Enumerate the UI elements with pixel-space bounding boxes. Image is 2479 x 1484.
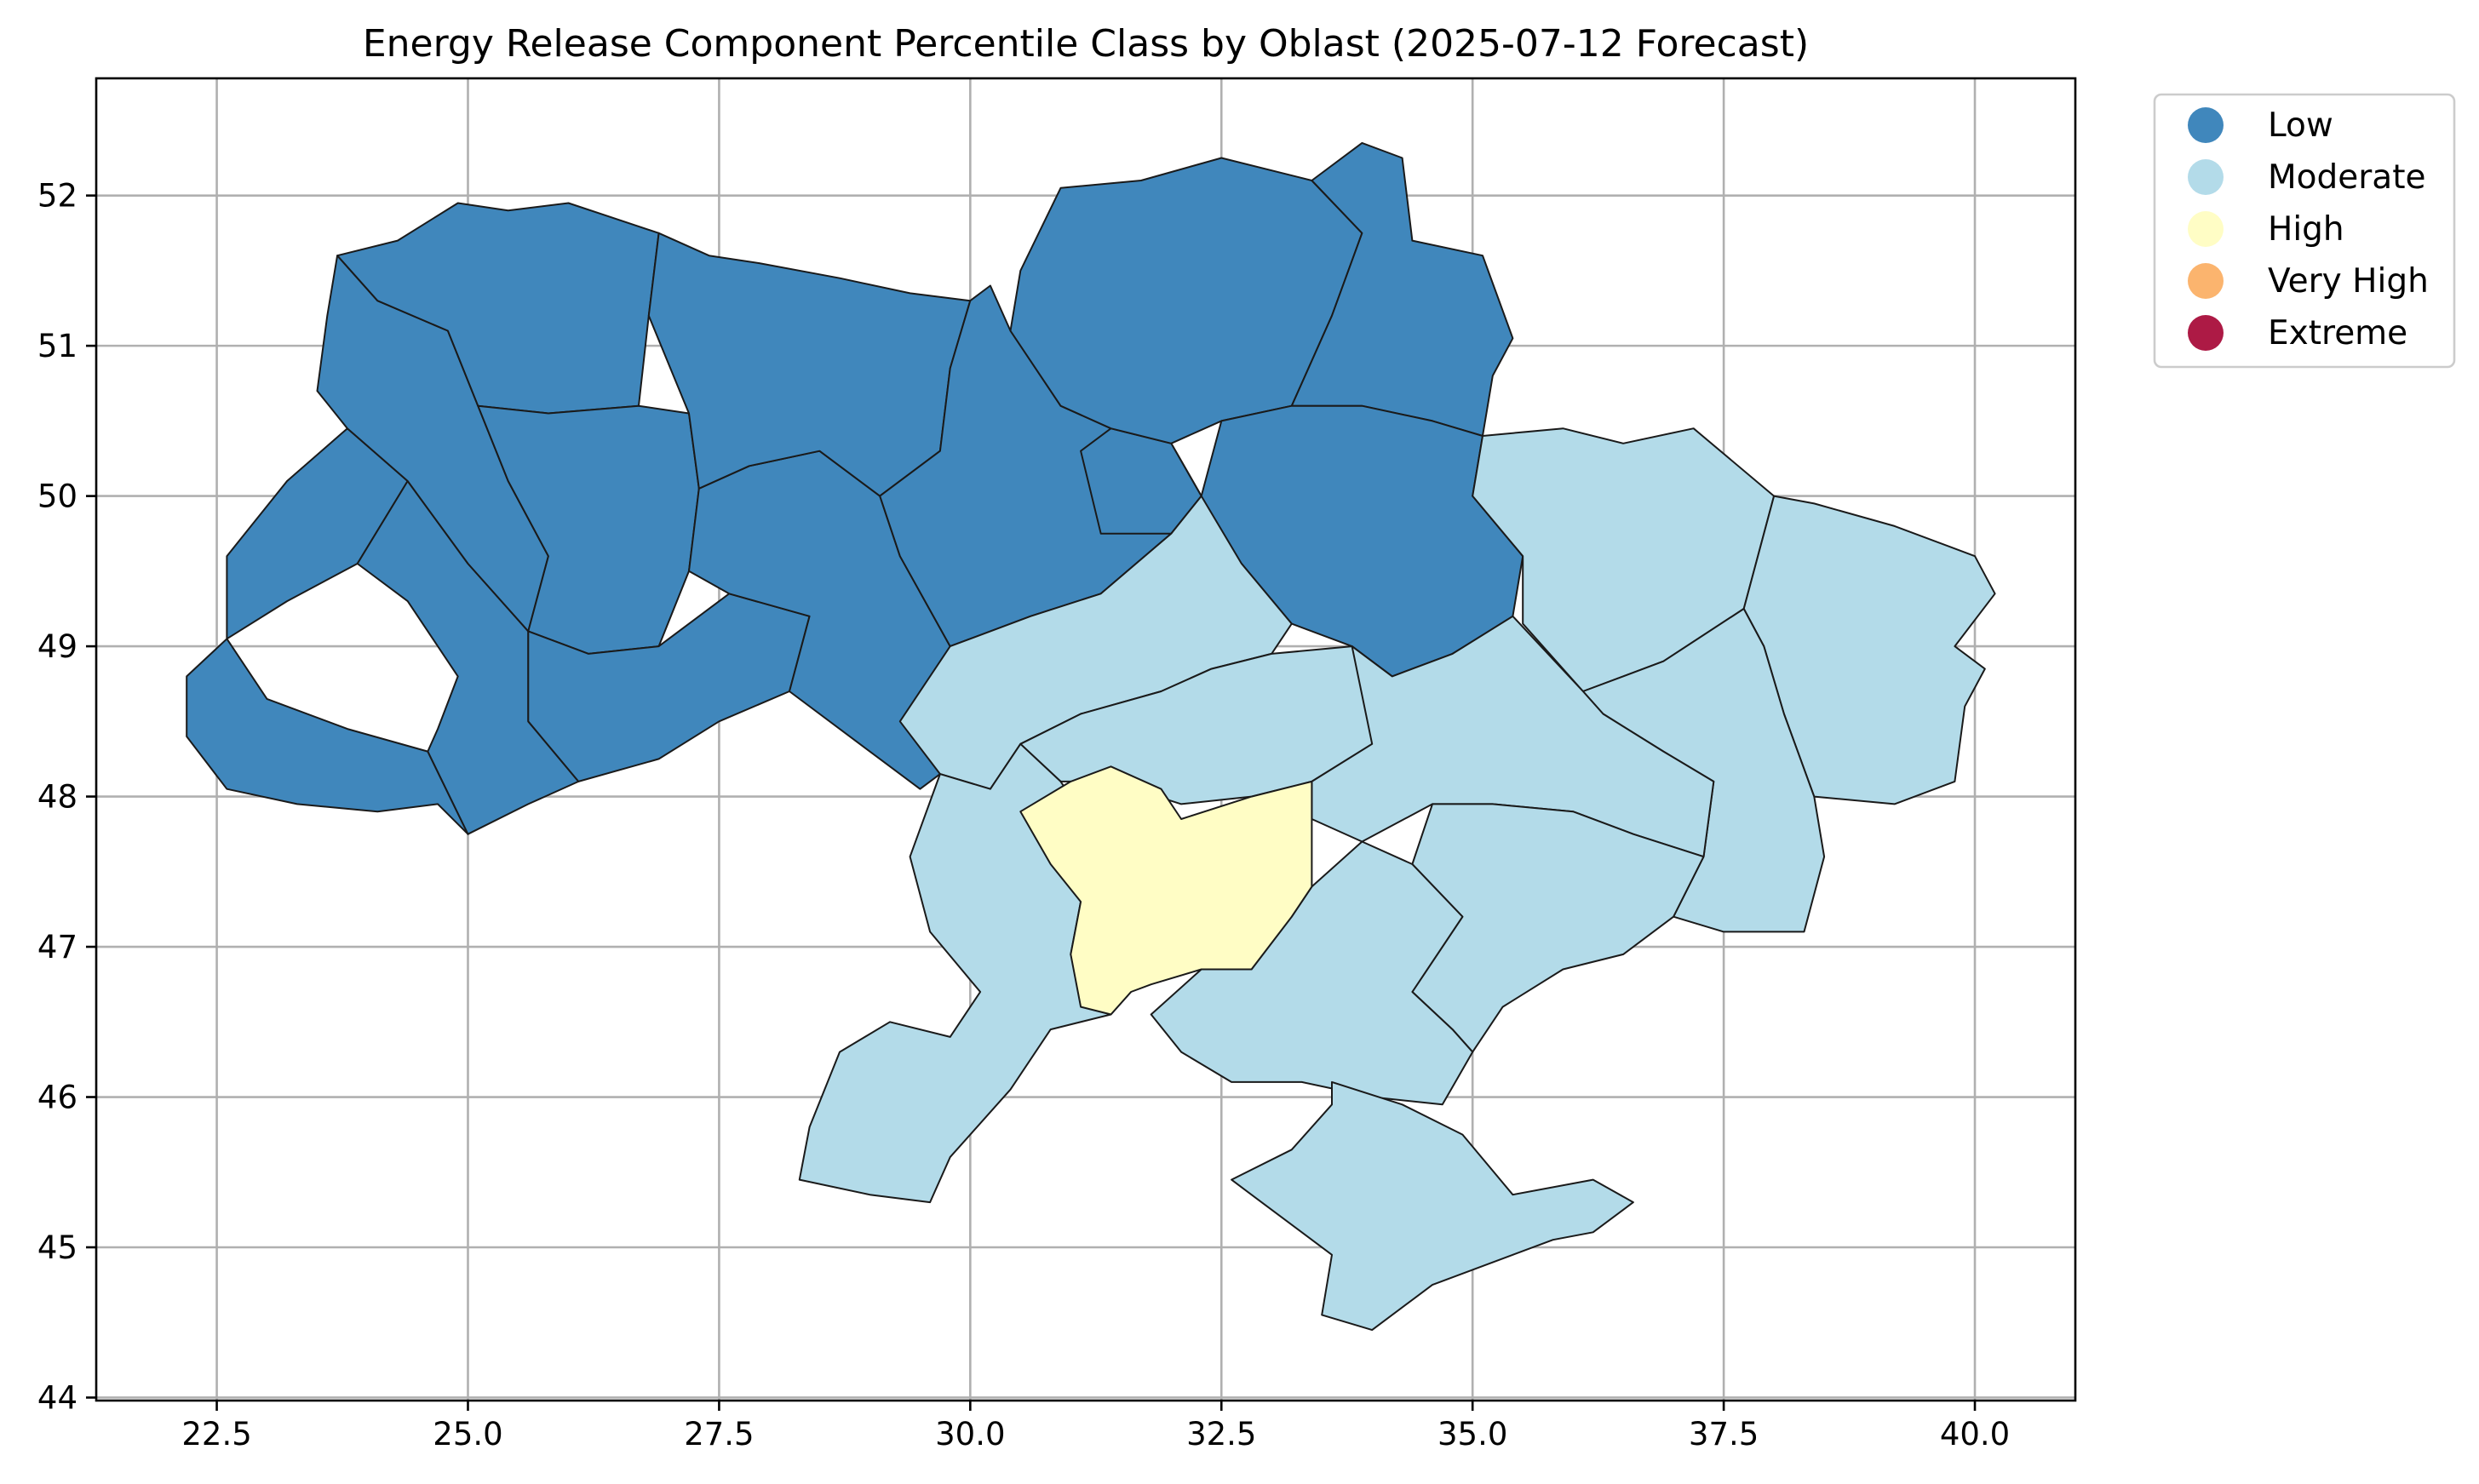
y-tick-label: 44 [37,1379,77,1416]
plot-frame [95,77,2077,1402]
legend-label: High [2268,210,2344,249]
legend-label: Moderate [2268,158,2425,197]
oblast-regions [186,141,1996,1332]
legend-marker [2188,107,2224,143]
y-tick-label: 49 [37,628,77,665]
oblast-region [477,404,700,655]
legend-marker [2188,211,2224,247]
legend-label: Low [2268,106,2333,145]
y-tick-label: 45 [37,1229,77,1266]
legend-label: Very High [2268,262,2429,301]
y-axis: 44 45 46 47 48 49 50 51 52 [37,178,96,1416]
x-tick-label: 22.5 [181,1416,251,1452]
y-tick-label: 51 [37,328,77,364]
legend-marker [2188,159,2224,195]
legend: Low Moderate High Very High Extreme [2153,93,2456,369]
x-tick-label: 27.5 [684,1416,754,1452]
x-tick-label: 25.0 [433,1416,502,1452]
y-tick-label: 48 [37,779,77,816]
chart-title: Energy Release Component Percentile Clas… [363,22,1809,66]
y-tick-label: 52 [37,178,77,215]
oblast-region [1150,840,1474,1106]
x-tick-label: 37.5 [1689,1416,1759,1452]
legend-box [2153,93,2456,369]
oblast-region [1019,765,1313,1016]
y-tick-label: 47 [37,929,77,965]
y-tick-label: 50 [37,478,77,515]
y-tick-label: 46 [37,1080,77,1116]
x-tick-label: 30.0 [935,1416,1005,1452]
x-tick-label: 32.5 [1186,1416,1256,1452]
legend-label: Extreme [2268,314,2407,352]
x-tick-label: 40.0 [1940,1416,2010,1452]
legend-marker [2188,315,2224,351]
legend-marker [2188,263,2224,299]
x-axis: 22.5 25.0 27.5 30.0 32.5 35.0 37.5 40.0 [181,1401,2010,1452]
x-tick-label: 35.0 [1437,1416,1507,1452]
oblast-region [1231,1080,1634,1332]
